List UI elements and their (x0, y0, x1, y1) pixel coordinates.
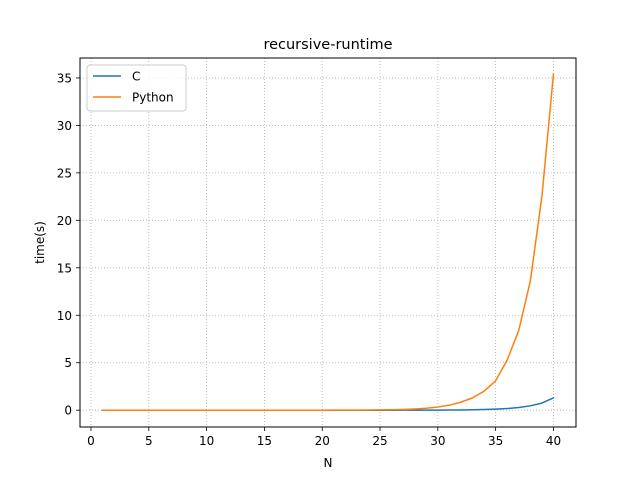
legend-label-c: C (132, 70, 140, 84)
y-axis-label: time(s) (33, 221, 47, 264)
series-lines (101, 73, 555, 411)
x-tick-label: 40 (546, 434, 561, 448)
y-axis-ticks: 0 5 10 15 20 25 30 35 (57, 71, 80, 418)
y-tick-label: 15 (57, 261, 72, 275)
x-tick-label: 15 (257, 434, 272, 448)
legend: C Python (86, 64, 187, 112)
y-tick-label: 5 (64, 356, 72, 370)
x-axis-label: N (324, 456, 333, 470)
x-tick-label: 35 (488, 434, 503, 448)
x-tick-label: 0 (87, 434, 95, 448)
y-tick-label: 0 (64, 404, 72, 418)
legend-label-python: Python (132, 91, 174, 105)
y-tick-label: 20 (57, 214, 72, 228)
x-axis-ticks: 0 5 10 15 20 25 30 35 40 (87, 427, 561, 448)
plot-frame (79, 57, 577, 428)
x-tick-label: 20 (315, 434, 330, 448)
y-tick-label: 25 (57, 166, 72, 180)
x-tick-label: 5 (145, 434, 153, 448)
y-tick-label: 35 (57, 71, 72, 85)
y-tick-label: 30 (57, 119, 72, 133)
x-tick-label: 25 (372, 434, 387, 448)
x-tick-label: 30 (430, 434, 445, 448)
y-tick-label: 10 (57, 309, 72, 323)
series-line-python (101, 73, 555, 411)
x-tick-label: 10 (199, 434, 214, 448)
chart-title: recursive-runtime (263, 37, 392, 53)
